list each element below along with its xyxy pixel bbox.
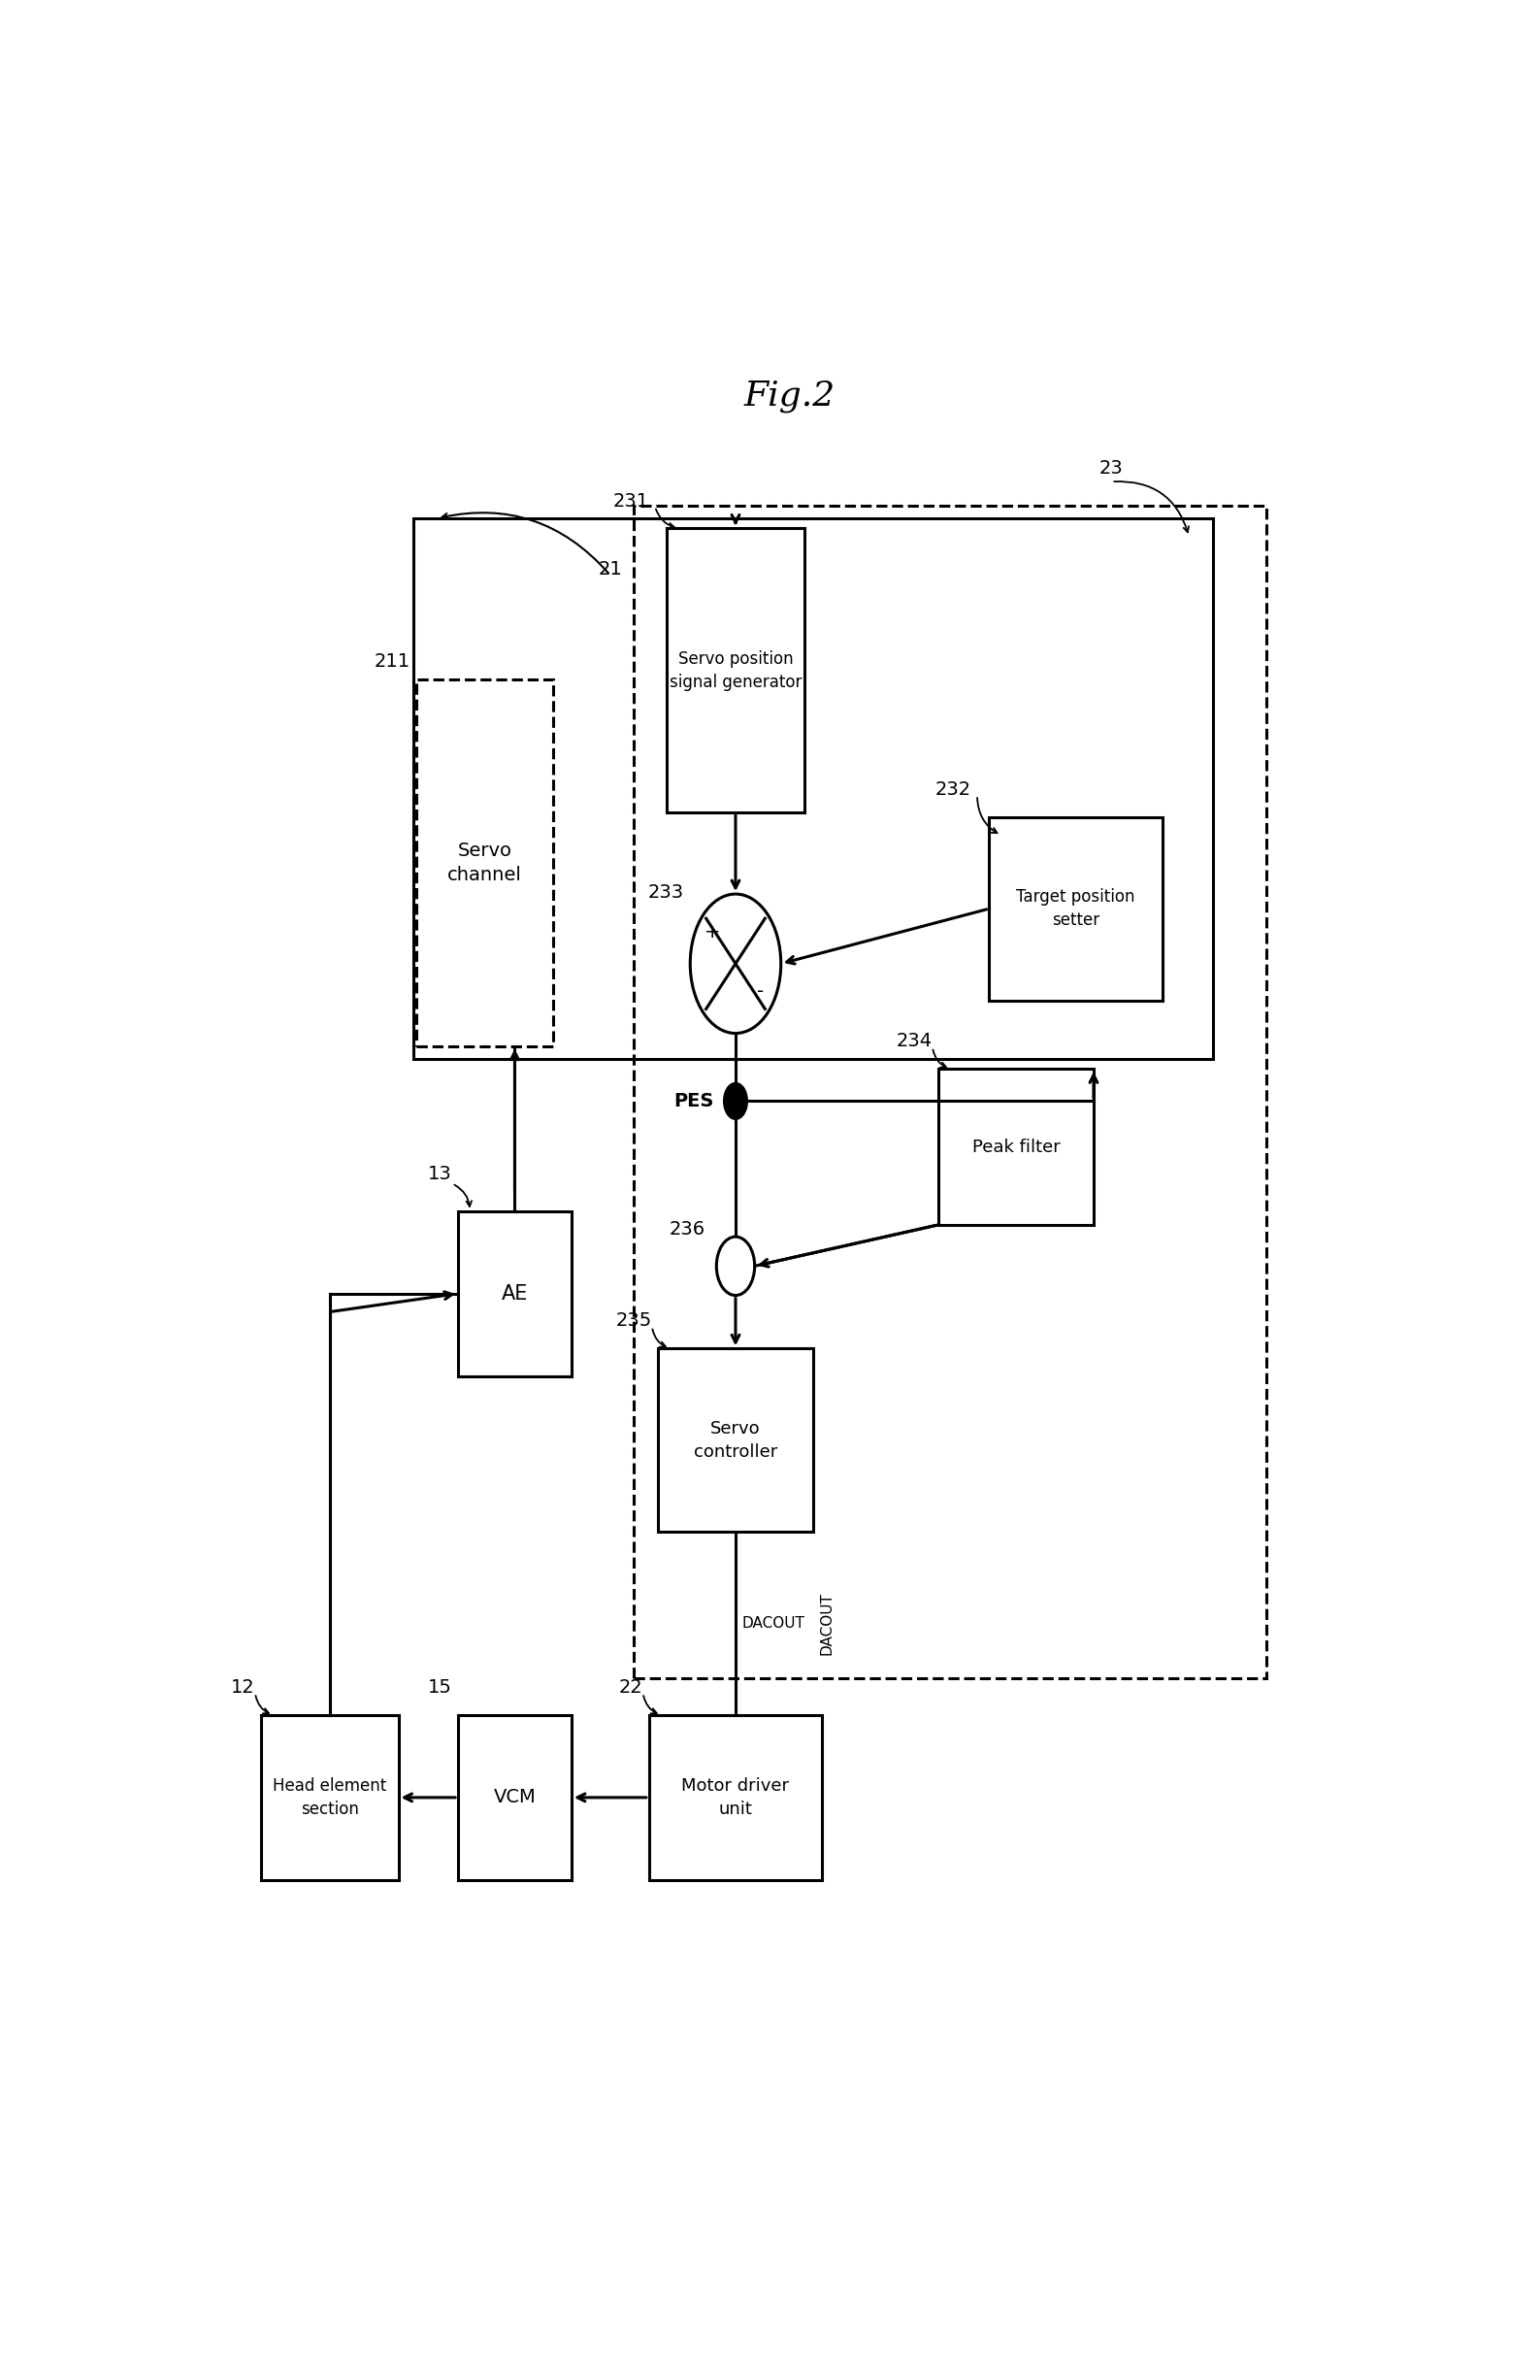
Text: 23: 23: [1100, 459, 1124, 478]
Text: 236: 236: [670, 1221, 705, 1238]
Text: 211: 211: [374, 652, 410, 671]
Text: 12: 12: [231, 1678, 256, 1697]
Bar: [413, 519, 1214, 1059]
Bar: [667, 528, 804, 812]
Text: PES: PES: [675, 1092, 715, 1111]
Bar: [658, 1349, 813, 1533]
Text: Target position
setter: Target position setter: [1016, 888, 1135, 928]
Text: -: -: [758, 983, 764, 1000]
Text: VCM: VCM: [493, 1787, 536, 1806]
Circle shape: [724, 1083, 747, 1119]
Text: 233: 233: [648, 883, 684, 902]
Bar: [989, 816, 1163, 1000]
Bar: [457, 1716, 571, 1880]
Bar: [416, 681, 553, 1047]
Bar: [262, 1716, 399, 1880]
Text: 15: 15: [428, 1678, 453, 1697]
Text: DACOUT: DACOUT: [742, 1616, 804, 1630]
Circle shape: [716, 1238, 755, 1295]
Text: 13: 13: [428, 1166, 453, 1183]
Text: 234: 234: [896, 1033, 933, 1050]
Text: Peak filter: Peak filter: [972, 1138, 1060, 1157]
Text: Servo position
signal generator: Servo position signal generator: [670, 650, 802, 690]
Text: 231: 231: [613, 493, 648, 509]
Bar: [634, 505, 1266, 1678]
Bar: [457, 1211, 571, 1376]
Text: 235: 235: [616, 1311, 651, 1330]
Text: +: +: [705, 923, 721, 942]
Text: Fig.2: Fig.2: [744, 378, 835, 412]
Text: Servo
controller: Servo controller: [693, 1421, 778, 1461]
Text: Motor driver
unit: Motor driver unit: [682, 1778, 790, 1818]
Circle shape: [690, 895, 781, 1033]
Text: Head element
section: Head element section: [273, 1778, 387, 1818]
Text: 21: 21: [599, 559, 622, 578]
Bar: [648, 1716, 822, 1880]
Text: Servo
channel: Servo channel: [448, 843, 522, 885]
Text: DACOUT: DACOUT: [819, 1592, 833, 1654]
Bar: [938, 1069, 1093, 1226]
Text: 232: 232: [935, 781, 972, 800]
Text: AE: AE: [502, 1283, 528, 1304]
Text: 22: 22: [619, 1678, 644, 1697]
